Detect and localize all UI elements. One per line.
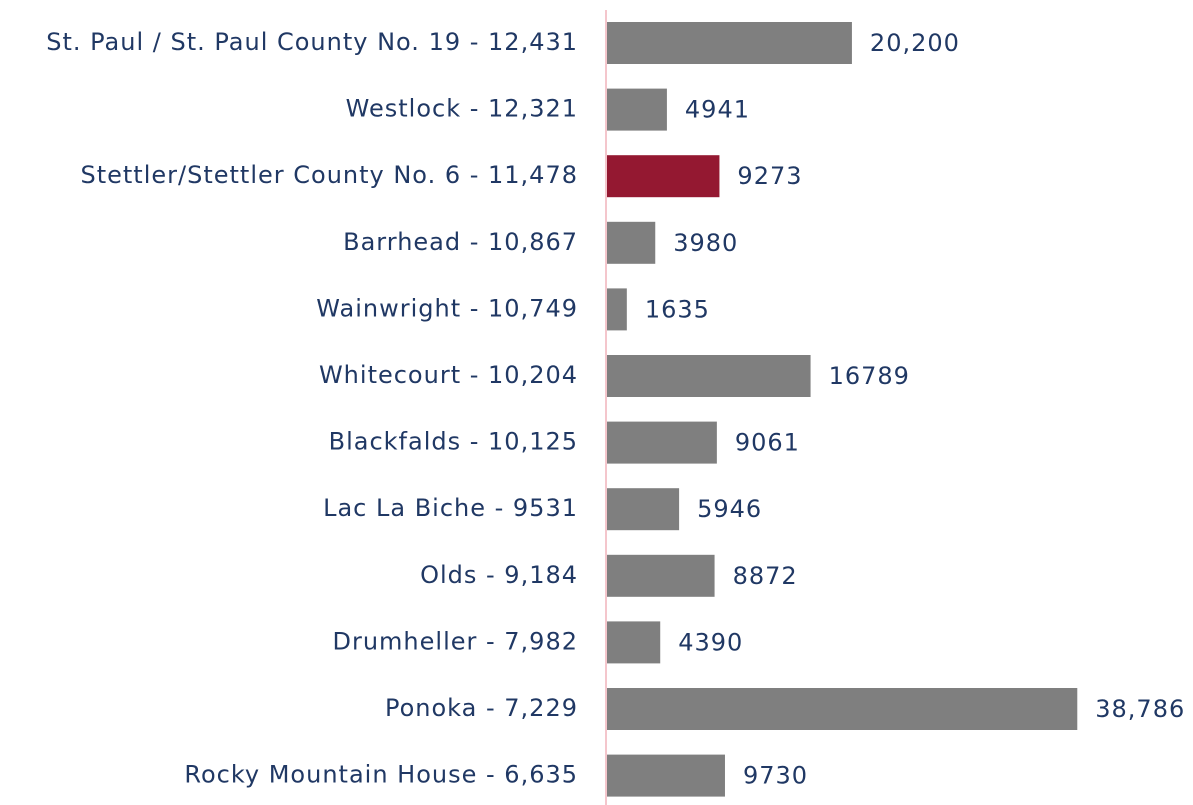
bar <box>607 488 680 531</box>
category-label: Ponoka - 7,229 <box>385 694 578 722</box>
category-label: Wainwright - 10,749 <box>316 294 578 322</box>
category-label: Rocky Mountain House - 6,635 <box>184 761 578 789</box>
value-label: 1635 <box>645 295 710 323</box>
category-label: Olds - 9,184 <box>420 561 578 589</box>
value-label: 5946 <box>697 495 762 523</box>
bar <box>607 88 667 131</box>
bar <box>607 22 852 64</box>
category-label: Westlock - 12,321 <box>346 95 578 123</box>
value-label: 38,786 <box>1095 695 1185 723</box>
value-label: 9061 <box>735 429 800 457</box>
bar <box>607 554 715 597</box>
category-label: Blackfalds - 10,125 <box>329 428 578 456</box>
bar <box>607 621 661 664</box>
value-label: 9730 <box>743 762 808 790</box>
value-label: 16789 <box>829 362 910 390</box>
value-label: 9273 <box>737 162 802 190</box>
category-label: St. Paul / St. Paul County No. 19 - 12,4… <box>46 28 578 56</box>
value-label: 20,200 <box>870 29 960 57</box>
bar <box>607 155 720 198</box>
bar <box>607 688 1078 730</box>
category-label: Barrhead - 10,867 <box>343 228 578 256</box>
category-label: Drumheller - 7,982 <box>332 627 578 655</box>
value-label: 8872 <box>733 562 798 590</box>
bar <box>607 355 811 397</box>
bar <box>607 288 627 331</box>
value-label: 4941 <box>685 96 750 124</box>
category-label: Lac La Biche - 9531 <box>323 494 578 522</box>
value-label: 4390 <box>678 628 743 656</box>
category-label: Whitecourt - 10,204 <box>319 361 578 389</box>
value-label: 3980 <box>673 229 738 257</box>
bar <box>607 421 717 464</box>
bar <box>607 221 656 264</box>
bar <box>607 754 725 797</box>
category-label: Stettler/Stettler County No. 6 - 11,478 <box>80 161 578 189</box>
